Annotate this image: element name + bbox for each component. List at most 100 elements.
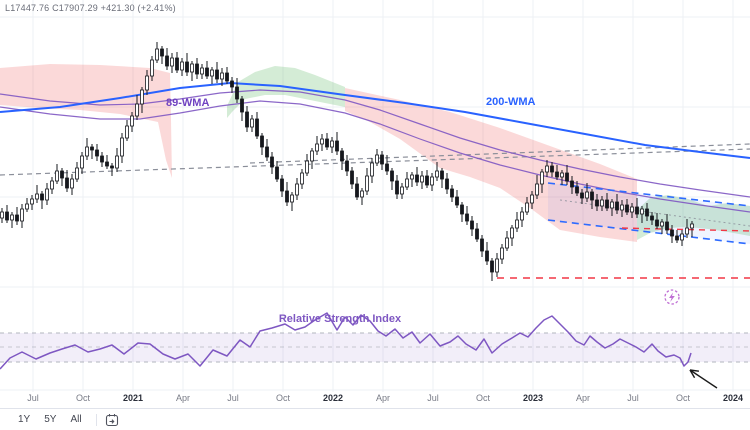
candle-body xyxy=(20,208,24,222)
annotation-arrow-head xyxy=(689,369,696,379)
candle-body xyxy=(45,188,49,201)
candle-body xyxy=(170,57,174,67)
wma200-line xyxy=(0,81,750,159)
candle-body xyxy=(275,166,279,180)
candle-body xyxy=(625,204,629,213)
x-axis-month-label: Oct xyxy=(675,393,690,403)
x-axis-month-label: Apr xyxy=(175,393,190,403)
candle-body xyxy=(390,170,394,182)
candle-body xyxy=(680,233,684,241)
legend-close-label: C xyxy=(52,3,59,13)
candle-body xyxy=(425,175,429,186)
candle-body xyxy=(235,86,239,100)
candle-body xyxy=(600,199,604,207)
candle-body xyxy=(565,172,569,182)
candle-body xyxy=(75,167,79,180)
descending-channel-fill xyxy=(548,183,750,244)
candle-body xyxy=(385,163,389,172)
candle-body xyxy=(670,229,674,237)
gray-dashed-trendline xyxy=(0,148,750,176)
candle-body xyxy=(115,155,119,169)
candle-body xyxy=(440,170,444,180)
candle-body xyxy=(365,175,369,192)
candle-body xyxy=(70,178,74,189)
candle-body xyxy=(475,228,479,240)
toolbar-divider xyxy=(95,413,97,426)
candle-body xyxy=(665,221,669,231)
candle-body xyxy=(155,48,159,61)
candle-body xyxy=(400,186,404,195)
candle-body xyxy=(345,160,349,172)
range-button-5y[interactable]: 5Y xyxy=(44,414,57,425)
candle-body xyxy=(150,59,154,77)
rsi-line xyxy=(0,312,692,370)
candle-body xyxy=(580,192,584,199)
candle-body xyxy=(310,150,314,162)
candle-body xyxy=(450,188,454,198)
candle-body xyxy=(360,190,364,198)
flash-icon xyxy=(669,292,675,302)
legend-change-pct: (+2.41%) xyxy=(137,3,176,13)
annotation-arrow-head xyxy=(689,369,700,372)
candle-body xyxy=(655,219,659,227)
candle-body xyxy=(285,190,289,203)
candle-body xyxy=(395,180,399,195)
bullish-cloud xyxy=(227,66,345,118)
candle-body xyxy=(620,204,624,211)
candle-body xyxy=(270,156,274,168)
candle-body xyxy=(430,176,434,186)
candle-body xyxy=(470,220,474,230)
candle-body xyxy=(265,146,269,158)
candle-body xyxy=(445,178,449,190)
candle-body xyxy=(85,146,89,157)
x-axis-month-label: Oct xyxy=(275,393,290,403)
candle-body xyxy=(330,140,334,148)
candle-body xyxy=(480,238,484,252)
bearish-cloud xyxy=(345,88,637,242)
candle-body xyxy=(610,201,614,209)
candle-body xyxy=(660,221,664,227)
x-axis-month-label: Apr xyxy=(575,393,590,403)
x-axis-month-label: Oct xyxy=(75,393,90,403)
candle-body xyxy=(95,149,99,157)
candle-body xyxy=(595,199,599,207)
candle-body xyxy=(375,154,379,164)
candle-body xyxy=(100,155,104,163)
candle-body xyxy=(305,160,309,174)
candle-body xyxy=(230,80,234,88)
candle-body xyxy=(65,177,69,189)
candle-body xyxy=(340,150,344,162)
legend-low-value: 17447.76 xyxy=(10,3,50,13)
candle-body xyxy=(105,161,109,167)
x-axis-month-label: Jul xyxy=(27,393,39,403)
go-to-date-icon[interactable] xyxy=(105,413,119,427)
candle-body xyxy=(225,72,229,82)
price-and-rsi-chart[interactable] xyxy=(0,0,750,408)
candle-body xyxy=(205,67,209,77)
candle-body xyxy=(585,191,589,199)
candle-body xyxy=(615,201,619,211)
candle-body xyxy=(525,202,529,213)
candle-body xyxy=(35,193,39,200)
candle-body xyxy=(355,183,359,198)
candle-body xyxy=(405,178,409,188)
candle-body xyxy=(325,138,329,148)
candle-body xyxy=(135,103,139,117)
candle-body xyxy=(435,170,439,178)
bottom-toolbar: 1Y 5Y All xyxy=(0,408,750,430)
candle-body xyxy=(490,260,494,273)
candle-body xyxy=(0,211,4,219)
candle-body xyxy=(685,227,689,235)
wma89-upper-line xyxy=(0,89,750,198)
candle-body xyxy=(175,57,179,71)
range-button-1y[interactable]: 1Y xyxy=(18,414,31,425)
range-button-all[interactable]: All xyxy=(70,414,82,425)
candle-body xyxy=(60,170,64,179)
candle-body xyxy=(10,214,14,221)
candle-body xyxy=(675,235,679,241)
candle-body xyxy=(55,170,59,182)
x-axis-year-label: 2021 xyxy=(122,393,144,403)
candle-body xyxy=(300,172,304,185)
candle-body xyxy=(560,172,564,178)
candle-body xyxy=(590,191,594,201)
